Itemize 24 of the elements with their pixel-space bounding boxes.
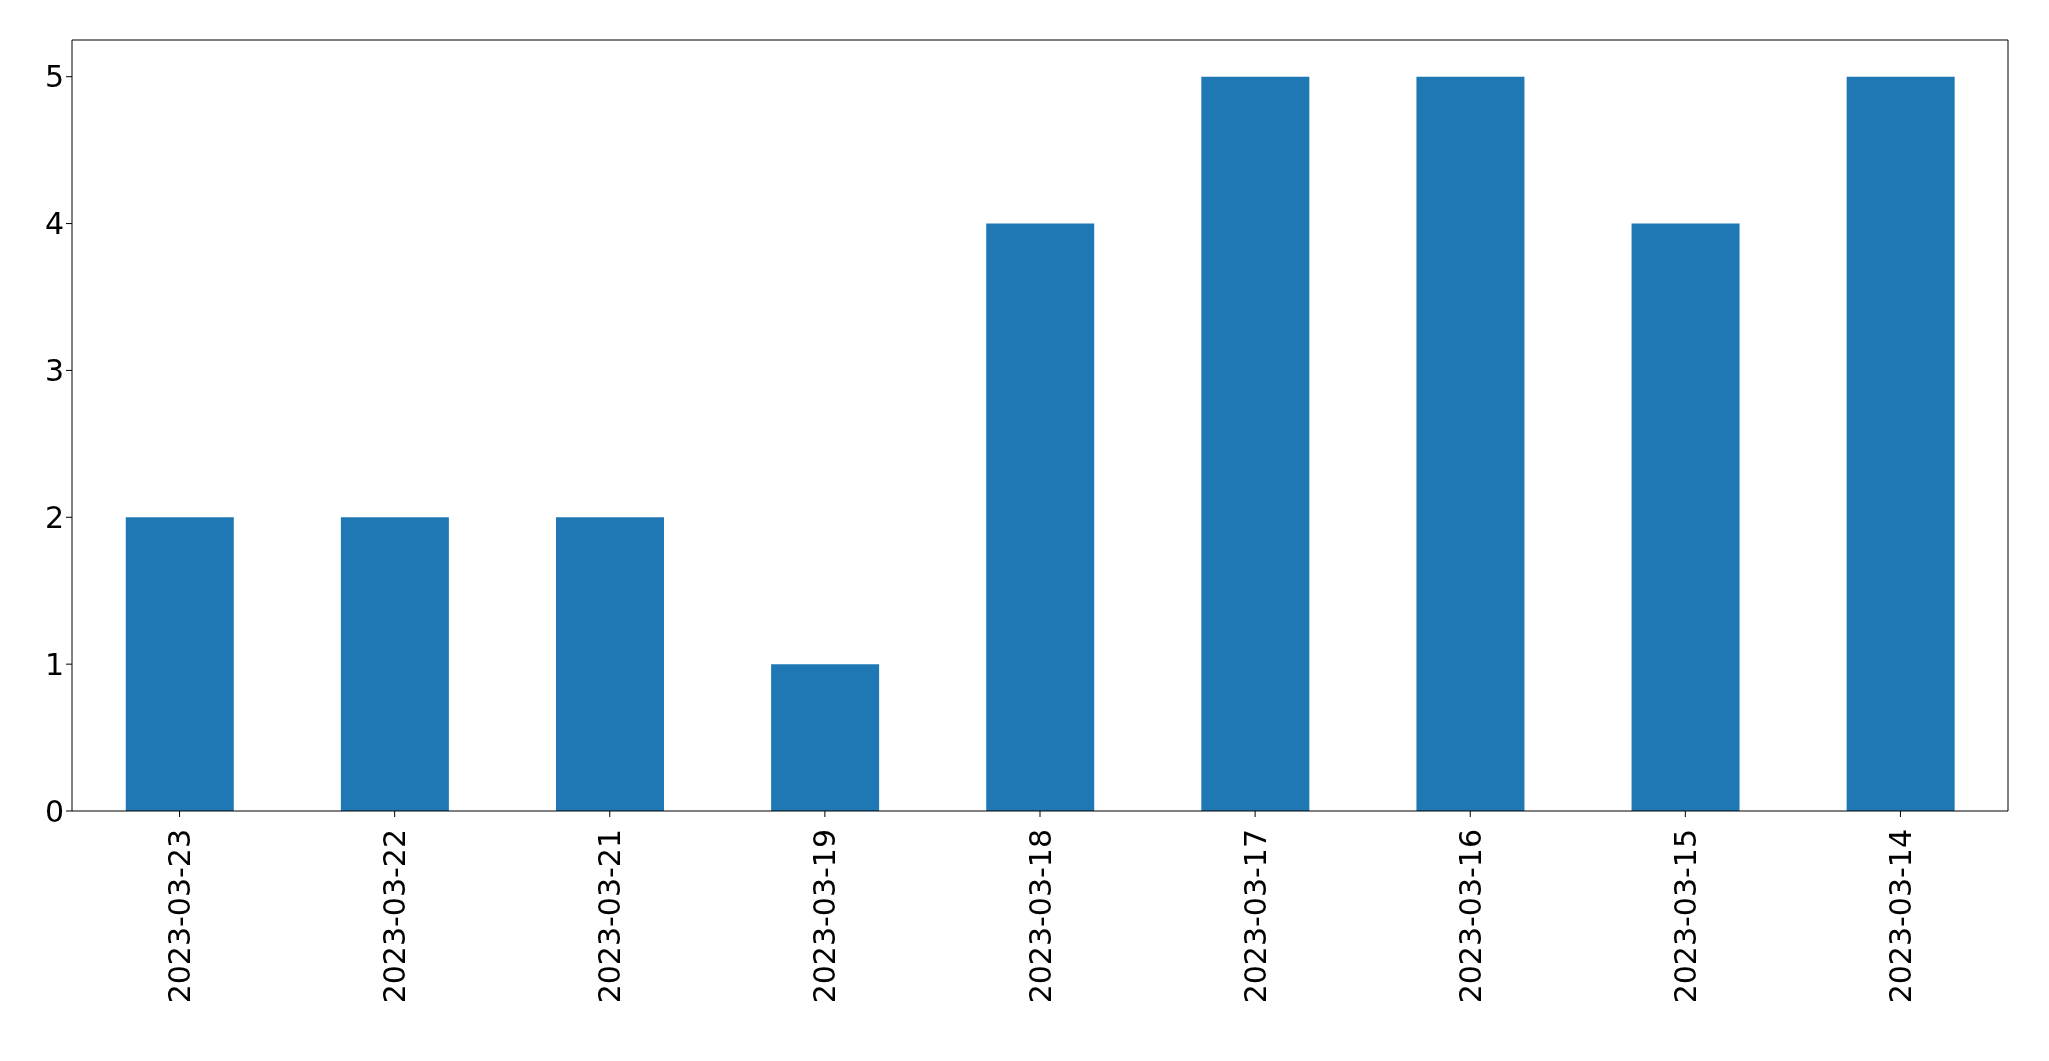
x-tick-label: 2023-03-18 <box>1022 829 1058 1004</box>
x-tick-label: 2023-03-22 <box>377 829 413 1004</box>
y-tick-label: 2 <box>44 499 64 535</box>
bar <box>1416 76 1525 811</box>
x-tick-label: 2023-03-23 <box>162 829 198 1004</box>
x-tick-label: 2023-03-17 <box>1237 829 1273 1004</box>
bar <box>986 223 1095 811</box>
bar <box>340 517 449 811</box>
y-tick-label: 5 <box>44 59 64 95</box>
x-tick-label: 2023-03-19 <box>807 829 843 1004</box>
y-tick-label: 0 <box>44 793 64 829</box>
x-tick-label: 2023-03-14 <box>1882 829 1918 1004</box>
bar <box>1631 223 1740 811</box>
x-tick-label: 2023-03-15 <box>1667 829 1703 1004</box>
y-tick-label: 1 <box>44 646 64 682</box>
x-tick-label: 2023-03-16 <box>1452 829 1488 1004</box>
x-tick-label: 2023-03-21 <box>592 829 628 1004</box>
bar <box>1201 76 1310 811</box>
bar <box>771 664 880 811</box>
y-tick-label: 3 <box>44 353 64 389</box>
y-tick-label: 4 <box>44 206 64 242</box>
bar <box>1846 76 1955 811</box>
bar <box>556 517 664 811</box>
bar <box>125 517 234 811</box>
